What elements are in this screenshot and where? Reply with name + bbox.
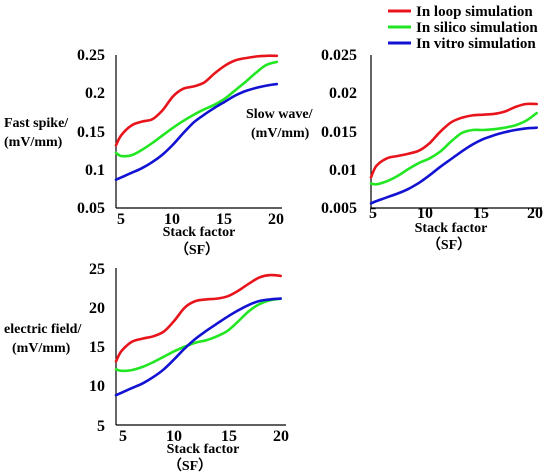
slow-wave-x-tick-0: 5 — [369, 205, 377, 222]
legend-label-in-vitro: In vitro simulation — [416, 36, 536, 52]
slow-wave-x-label-line1: Stack factor — [415, 221, 488, 236]
slow-wave-y-tick-1: 0.01 — [329, 162, 357, 179]
fast-spike-y-tick-4: 0.25 — [77, 47, 105, 64]
fast-spike-y-tick-2: 0.15 — [77, 124, 105, 141]
fast-spike-y-label-line1: Fast spike/ — [4, 116, 69, 131]
legend-entry-in-silico: In silico simulation — [388, 20, 538, 36]
electric-field-x-tick-3: 20 — [273, 428, 289, 445]
legend-entry-in-loop: In loop simulation — [388, 4, 533, 20]
chart-slow-wave: 0.005 0.01 0.015 0.02 0.025 5 10 15 20 S… — [246, 47, 543, 253]
fast-spike-series-in-vitro — [114, 82, 279, 181]
slow-wave-series-in-vitro — [369, 126, 538, 205]
fast-spike-x-tick-2: 15 — [216, 211, 232, 228]
electric-field-x-label-line2: （SF） — [168, 458, 212, 474]
fast-spike-x-tick-3: 20 — [268, 211, 284, 228]
slow-wave-series-in-loop — [369, 102, 538, 179]
electric-field-y-label-line1: electric field/ — [4, 322, 82, 337]
fast-spike-series-in-silico — [114, 60, 279, 158]
fast-spike-series-in-loop — [114, 54, 279, 147]
electric-field-y-tick-3: 20 — [89, 300, 105, 317]
chart-electric-field: 5 10 15 20 25 5 10 15 20 electric field/… — [4, 261, 289, 474]
legend-label-in-loop: In loop simulation — [416, 4, 533, 20]
electric-field-x-tick-0: 5 — [119, 428, 127, 445]
slow-wave-y-label-line2: (mV/mm) — [251, 126, 310, 141]
slow-wave-y-label-line1: Slow wave/ — [246, 107, 314, 122]
chart-fast-spike: 0.05 0.1 0.15 0.2 0.25 5 10 15 20 Fast s… — [4, 47, 284, 258]
slow-wave-y-tick-0: 0.005 — [321, 200, 357, 217]
slow-wave-y-tick-4: 0.025 — [321, 47, 357, 64]
fast-spike-y-tick-3: 0.2 — [85, 85, 105, 102]
slow-wave-y-tick-3: 0.02 — [329, 85, 357, 102]
fast-spike-y-tick-0: 0.05 — [77, 200, 105, 217]
slow-wave-x-label-line2: （SF） — [427, 237, 471, 253]
electric-field-y-tick-2: 15 — [89, 339, 105, 356]
legend: In loop simulation In silico simulation … — [388, 4, 538, 52]
electric-field-x-tick-1: 10 — [166, 428, 182, 445]
legend-label-in-silico: In silico simulation — [416, 20, 538, 36]
fast-spike-y-tick-1: 0.1 — [85, 162, 105, 179]
electric-field-y-label-line2: (mV/mm) — [12, 341, 71, 356]
electric-field-series-in-vitro — [114, 297, 282, 397]
slow-wave-x-tick-2: 15 — [473, 205, 489, 222]
fast-spike-y-label-line2: (mV/mm) — [4, 135, 63, 150]
legend-entry-in-vitro: In vitro simulation — [388, 36, 536, 52]
slow-wave-x-tick-1: 10 — [417, 205, 433, 222]
slow-wave-y-tick-2: 0.015 — [321, 124, 357, 141]
electric-field-series-in-loop — [114, 273, 282, 363]
fast-spike-x-tick-0: 5 — [117, 211, 125, 228]
electric-field-y-tick-0: 5 — [97, 418, 105, 435]
electric-field-y-tick-1: 10 — [89, 378, 105, 395]
fast-spike-x-tick-1: 10 — [164, 211, 180, 228]
slow-wave-x-tick-3: 20 — [527, 205, 543, 222]
electric-field-series-in-silico — [114, 297, 282, 373]
fast-spike-x-label-line1: Stack factor — [163, 225, 236, 240]
electric-field-y-tick-4: 25 — [89, 261, 105, 278]
slow-wave-series-in-silico — [369, 111, 538, 186]
electric-field-x-tick-2: 15 — [221, 428, 237, 445]
fast-spike-x-label-line2: （SF） — [175, 242, 219, 258]
electric-field-x-label-line1: Stack factor — [167, 442, 240, 457]
